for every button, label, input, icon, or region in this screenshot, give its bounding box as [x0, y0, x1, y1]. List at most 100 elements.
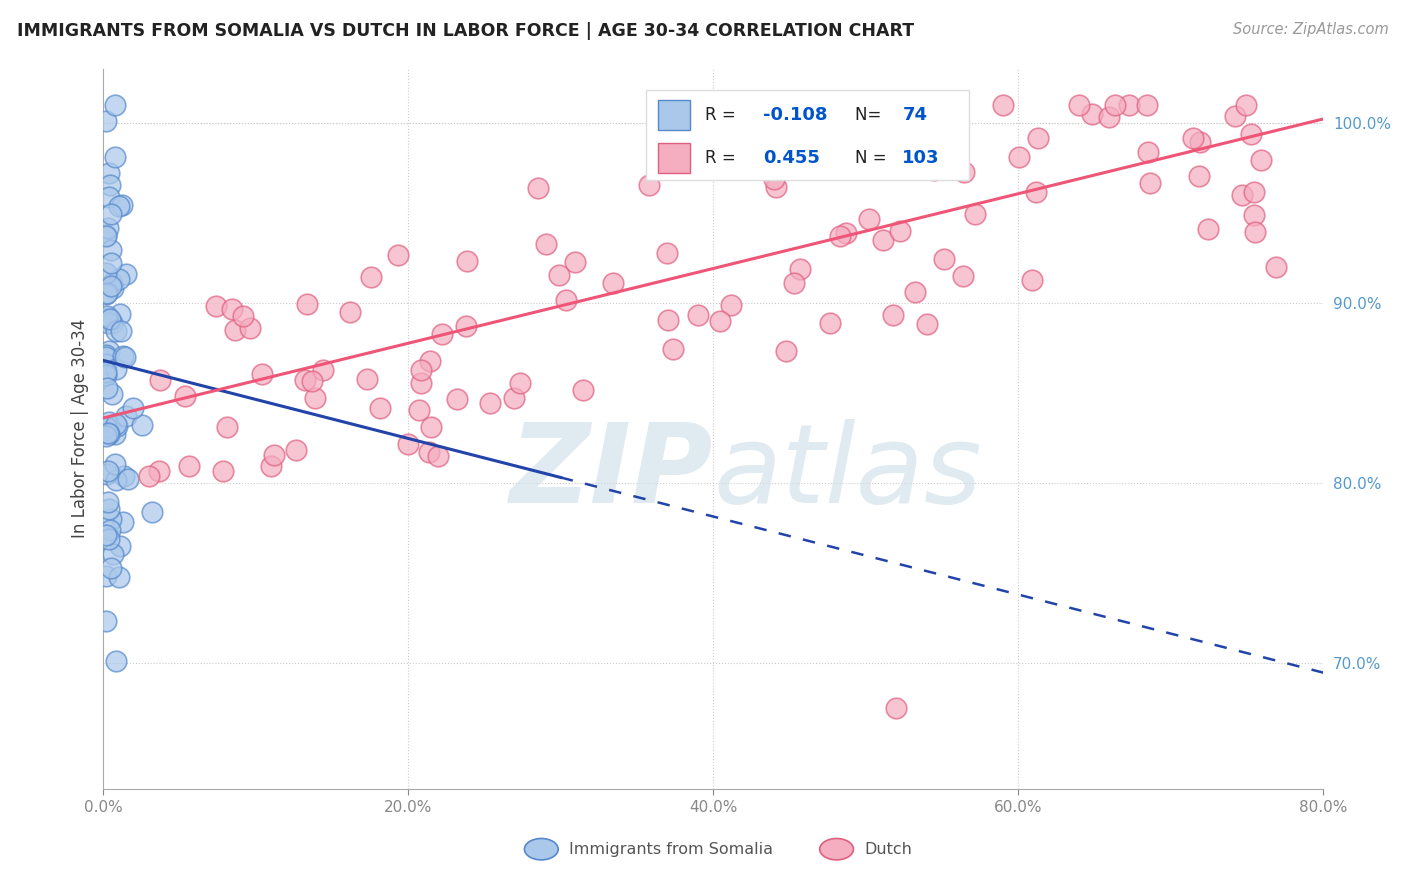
Point — [775, 344, 797, 359]
Point — [232, 310, 254, 324]
Point — [96, 420, 118, 434]
Point — [356, 372, 378, 386]
Point — [96, 114, 118, 128]
Point — [527, 181, 550, 195]
Point — [1182, 131, 1205, 145]
Point — [96, 309, 118, 323]
Point — [765, 180, 787, 194]
Point — [456, 253, 478, 268]
Point — [1118, 97, 1140, 112]
Point — [1243, 208, 1265, 222]
Point — [952, 268, 974, 283]
Point — [97, 427, 120, 442]
Point — [114, 351, 136, 365]
Point — [149, 373, 172, 387]
Point — [418, 445, 440, 459]
Point — [141, 505, 163, 519]
Point — [339, 305, 361, 319]
Point — [111, 198, 134, 212]
Point — [834, 226, 856, 240]
FancyBboxPatch shape — [658, 143, 690, 173]
Point — [96, 286, 118, 301]
Point — [138, 469, 160, 483]
Point — [446, 392, 468, 407]
Point — [108, 199, 131, 213]
Point — [112, 515, 135, 529]
Point — [105, 417, 128, 431]
Point — [564, 254, 586, 268]
Point — [96, 528, 118, 542]
Point — [686, 308, 709, 322]
Point — [884, 701, 907, 715]
Point — [427, 450, 450, 464]
Point — [96, 350, 118, 364]
Text: IMMIGRANTS FROM SOMALIA VS DUTCH IN LABOR FORCE | AGE 30-34 CORRELATION CHART: IMMIGRANTS FROM SOMALIA VS DUTCH IN LABO… — [17, 22, 914, 40]
Point — [572, 383, 595, 397]
Point — [177, 459, 200, 474]
Point — [295, 297, 318, 311]
Point — [97, 495, 120, 509]
Point — [1021, 273, 1043, 287]
Point — [889, 224, 911, 238]
Point — [97, 464, 120, 478]
Point — [98, 415, 121, 429]
Point — [100, 207, 122, 221]
Text: Dutch: Dutch — [865, 842, 912, 856]
Point — [720, 298, 742, 312]
Point — [100, 512, 122, 526]
Point — [872, 233, 894, 247]
Point — [101, 316, 124, 330]
Point — [96, 419, 118, 434]
Point — [97, 316, 120, 330]
Point — [215, 420, 238, 434]
Point — [204, 299, 226, 313]
Point — [98, 190, 121, 204]
Point — [420, 419, 443, 434]
Text: R =: R = — [704, 149, 741, 167]
Point — [96, 614, 118, 628]
Point — [503, 391, 526, 405]
Point — [294, 373, 316, 387]
Point — [1025, 185, 1047, 199]
Text: N =: N = — [855, 149, 891, 167]
Point — [224, 322, 246, 336]
Point — [212, 464, 235, 478]
Point — [1188, 135, 1211, 149]
Text: R =: R = — [704, 106, 741, 124]
Point — [1008, 150, 1031, 164]
Point — [915, 317, 938, 331]
Point — [602, 276, 624, 290]
Point — [1244, 225, 1267, 239]
Point — [1230, 187, 1253, 202]
Point — [96, 358, 118, 372]
Point — [107, 272, 129, 286]
Point — [1098, 110, 1121, 124]
Point — [96, 368, 118, 383]
Point — [922, 162, 945, 177]
Text: 103: 103 — [903, 149, 939, 167]
Point — [239, 321, 262, 335]
Point — [96, 569, 118, 583]
Point — [97, 220, 120, 235]
Point — [97, 501, 120, 516]
Point — [1234, 97, 1257, 112]
Text: ZIP: ZIP — [510, 418, 713, 525]
Point — [430, 326, 453, 341]
Point — [221, 302, 243, 317]
Point — [818, 316, 841, 330]
Point — [105, 473, 128, 487]
Point — [1137, 145, 1160, 160]
Point — [250, 367, 273, 381]
Point — [547, 268, 569, 283]
Point — [104, 150, 127, 164]
Point — [97, 310, 120, 325]
Point — [709, 314, 731, 328]
Point — [108, 569, 131, 583]
Point — [1188, 169, 1211, 184]
Point — [368, 401, 391, 415]
Point — [104, 427, 127, 442]
Point — [830, 229, 852, 244]
Point — [96, 365, 118, 379]
Point — [1239, 127, 1261, 141]
Point — [1081, 107, 1104, 121]
